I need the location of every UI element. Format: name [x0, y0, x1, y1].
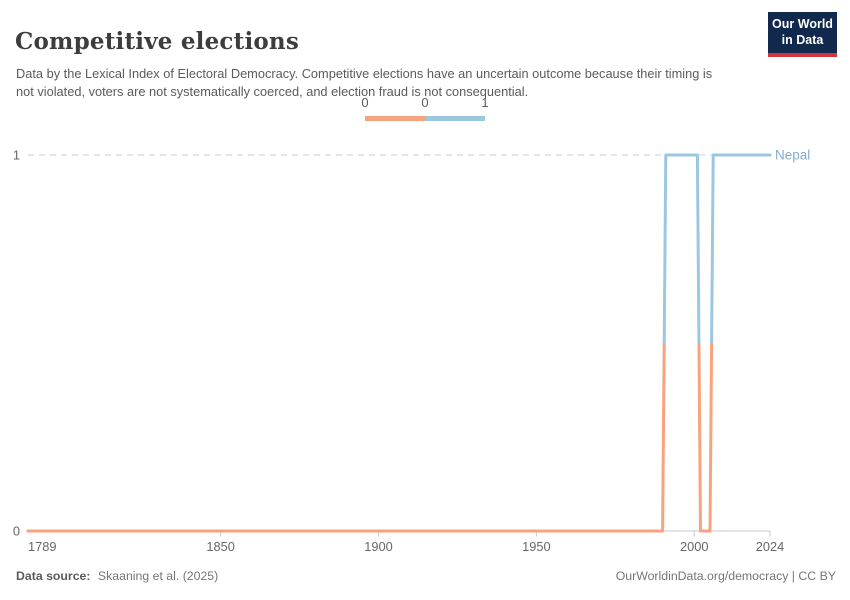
page-title: Competitive elections [15, 28, 300, 56]
owid-logo-line2: in Data [781, 32, 824, 47]
x-tick-label: 2000 [680, 539, 708, 554]
owid-logo-line1: Our World [772, 16, 833, 31]
x-tick-label: 1950 [522, 539, 550, 554]
x-tick-label: 1900 [364, 539, 392, 554]
color-legend: 0 0 1 [361, 95, 489, 122]
legend-tick-0: 0 [361, 95, 369, 110]
chart-subtitle: Data by the Lexical Index of Electoral D… [16, 65, 713, 100]
data-source-note: Data source: Skaaning et al. (2025) [16, 569, 218, 583]
y-tick-label: 1 [13, 148, 20, 163]
owid-logo[interactable]: Our World in Data [768, 12, 837, 57]
legend-tick-1: 0 [421, 95, 429, 110]
series-line-value1 [662, 153, 772, 343]
x-tick-label: 1850 [206, 539, 234, 554]
owid-license-link[interactable]: OurWorldinData.org/democracy | CC BY [615, 569, 836, 583]
x-tick-label: 1789 [28, 539, 56, 554]
series-line-value0 [26, 343, 714, 533]
legend-segment-0[interactable] [365, 116, 425, 121]
y-tick-label: 0 [13, 524, 20, 539]
legend-segment-1[interactable] [425, 116, 485, 121]
data-source-value: Skaaning et al. (2025) [97, 569, 219, 583]
legend-tick-2: 1 [481, 95, 489, 110]
series-entity-label: Nepal [775, 148, 810, 163]
x-tick-label: 2024 [756, 539, 784, 554]
data-source-label: Data source: [16, 569, 91, 583]
